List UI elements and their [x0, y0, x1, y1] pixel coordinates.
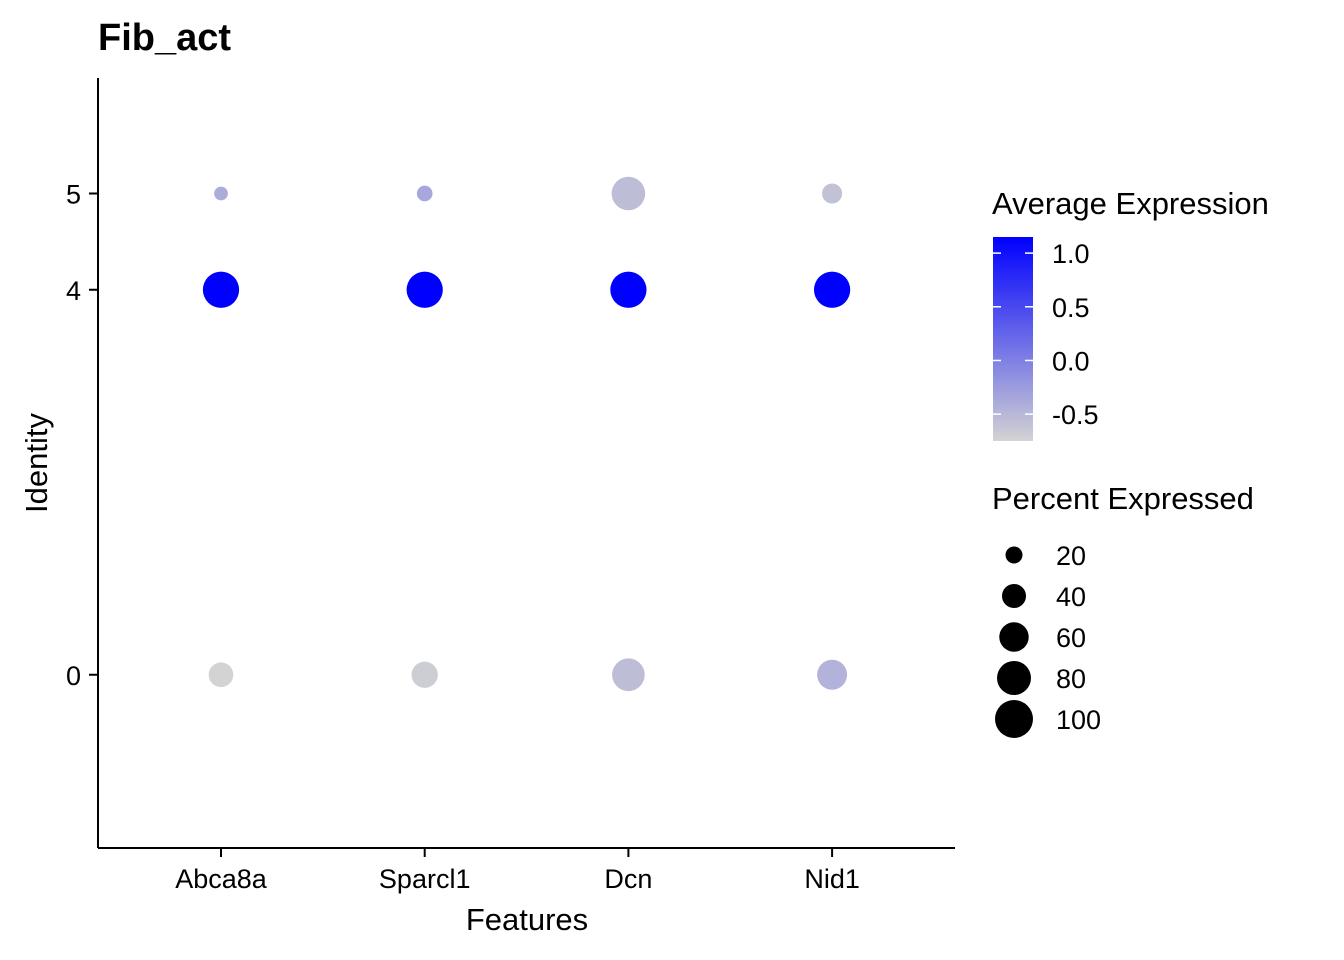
- size-legend-dot: [997, 661, 1031, 695]
- color-legend-label: -0.5: [1052, 400, 1099, 430]
- dot-point: [208, 662, 234, 688]
- x-tick-label: Dcn: [604, 864, 652, 894]
- size-legend-dot: [995, 700, 1033, 738]
- dot-point: [822, 183, 843, 204]
- dot-point: [406, 271, 443, 308]
- color-legend-label: 0.0: [1052, 346, 1090, 376]
- dot-point: [416, 185, 433, 202]
- dot-point: [202, 271, 240, 308]
- x-tick-label: Nid1: [804, 864, 860, 894]
- percent-expressed-legend: Percent Expressed 20 40 60 80 100: [992, 481, 1254, 738]
- x-tick-label: Sparcl1: [379, 864, 471, 894]
- plot-area: 0 4 5 Abca8a Sparcl1 Dcn Nid1: [66, 78, 955, 894]
- size-legend-dot: [999, 622, 1029, 652]
- size-legend-label: 100: [1056, 705, 1101, 735]
- dot-point: [612, 658, 645, 692]
- color-gradient-bar: [993, 237, 1033, 441]
- color-legend-label: 0.5: [1052, 293, 1090, 323]
- dot-point: [610, 271, 647, 308]
- color-legend-title: Average Expression: [992, 186, 1269, 221]
- size-legend-dot: [1001, 583, 1027, 609]
- size-legend-label: 60: [1056, 623, 1086, 653]
- y-tick-label: 5: [66, 180, 81, 210]
- size-legend-title: Percent Expressed: [992, 481, 1254, 516]
- dot-point: [611, 176, 646, 211]
- y-tick-label: 0: [66, 661, 81, 691]
- dot-point: [813, 271, 851, 308]
- average-expression-legend: Average Expression 1.0 0.5 0.0 -0.5: [992, 186, 1269, 441]
- chart-title: Fib_act: [98, 17, 231, 59]
- dot-point: [817, 659, 848, 690]
- y-axis-title: Identity: [19, 413, 54, 513]
- y-tick-label: 4: [66, 276, 81, 306]
- size-legend-dot: [1005, 546, 1023, 564]
- size-legend-label: 20: [1056, 541, 1086, 571]
- size-legend-label: 40: [1056, 582, 1086, 612]
- dot-point: [214, 186, 228, 201]
- color-legend-label: 1.0: [1052, 239, 1090, 269]
- dot-point: [411, 661, 438, 688]
- x-tick-label: Abca8a: [175, 864, 268, 894]
- size-legend-label: 80: [1056, 664, 1086, 694]
- x-axis-title: Features: [466, 902, 588, 937]
